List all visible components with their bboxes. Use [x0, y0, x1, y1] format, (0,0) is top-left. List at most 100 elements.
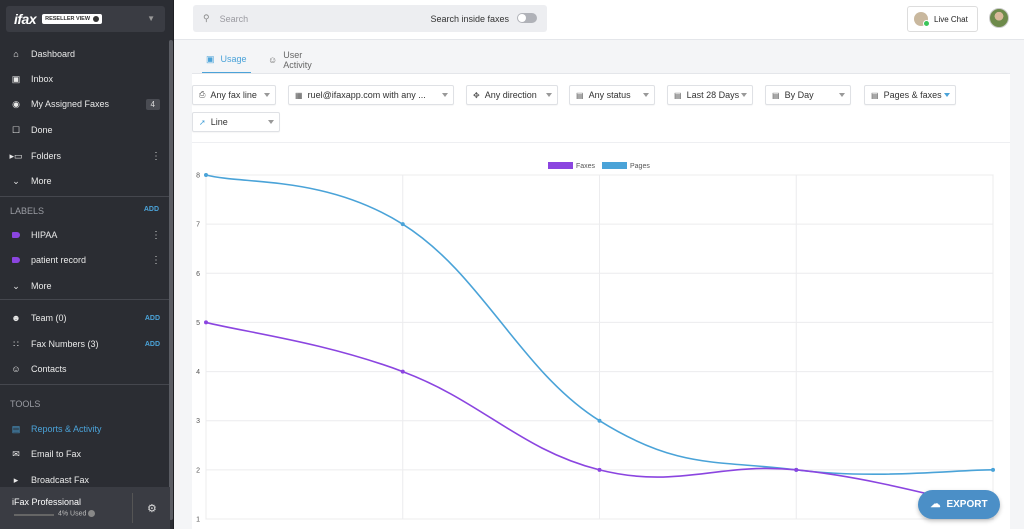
- y-tick-label: 4: [196, 369, 200, 376]
- sidebar-item-email-to-fax[interactable]: ✉ Email to Fax: [0, 443, 170, 465]
- tab-label: User Activity: [283, 50, 312, 70]
- usage-panel: ⎙ Any fax line ▦ ruel@ifaxapp.com with a…: [192, 73, 1010, 529]
- sidebar-item-my-assigned-faxes[interactable]: ◉ My Assigned Faxes 4: [0, 93, 170, 115]
- sidebar-item-fax-numbers[interactable]: ∷ Fax Numbers (3) ADD: [0, 333, 170, 355]
- user-avatar[interactable]: [989, 8, 1009, 28]
- sidebar-item-more[interactable]: ⌄ More: [0, 170, 170, 192]
- sidebar-item-label: Done: [31, 125, 53, 135]
- sidebar-item-label: patient record: [31, 255, 87, 265]
- search-box[interactable]: ⚲ Search Search inside faxes: [193, 5, 547, 32]
- sidebar-item-inbox[interactable]: ▣ Inbox: [0, 68, 170, 90]
- tab-usage[interactable]: ▣ Usage: [202, 46, 251, 74]
- sidebar-item-done[interactable]: ☐ Done: [0, 119, 170, 141]
- filter-label: By Day: [784, 90, 814, 100]
- sidebar-item-label-patient-record[interactable]: patient record ⋮: [0, 249, 170, 271]
- tab-user-activity[interactable]: ☺ User Activity: [268, 46, 312, 74]
- sidebar-item-label: Inbox: [31, 74, 54, 84]
- sidebar-item-label-hipaa[interactable]: HIPAA ⋮: [0, 224, 170, 246]
- data-point-pages: [400, 222, 405, 227]
- filter-label: Last 28 Days: [686, 90, 740, 100]
- metric-filter[interactable]: ▤ Pages & faxes: [864, 85, 956, 105]
- add-fax-number-button[interactable]: ADD: [144, 340, 160, 348]
- y-tick-label: 2: [196, 467, 200, 474]
- add-team-button[interactable]: ADD: [144, 314, 160, 322]
- status-icon: ▤: [576, 90, 584, 100]
- grid-icon: ▦: [295, 90, 303, 100]
- broadcast-icon: ▸: [13, 474, 19, 485]
- export-button[interactable]: ☁ EXPORT: [918, 490, 1000, 519]
- chart-type-filter[interactable]: ➚ Line: [192, 112, 280, 132]
- y-tick-label: 1: [196, 517, 200, 524]
- data-point-faxes: [597, 467, 602, 472]
- data-point-pages: [991, 467, 995, 472]
- cloud-upload-icon: ☁: [930, 499, 941, 510]
- toggle-knob-icon: [93, 16, 100, 22]
- sidebar-item-broadcast-fax[interactable]: ▸ Broadcast Fax: [0, 469, 170, 491]
- sidebar-item-contacts[interactable]: ☺ Contacts: [0, 358, 170, 380]
- sidebar-item-label: More: [31, 281, 52, 291]
- y-tick-label: 7: [196, 222, 200, 229]
- divider: [0, 299, 170, 300]
- folders-menu-icon[interactable]: ⋮: [151, 150, 161, 162]
- date-range-filter[interactable]: ▤ Last 28 Days: [667, 85, 753, 105]
- sidebar: ifax RESELLER VIEW ▼ ⌂ Dashboard ▣ Inbox…: [0, 0, 174, 529]
- sidebar-item-reports-activity[interactable]: ▤ Reports & Activity: [0, 418, 170, 440]
- calendar-icon: ▤: [674, 90, 682, 100]
- y-tick-label: 3: [196, 418, 200, 425]
- fax-line-filter[interactable]: ⎙ Any fax line: [192, 85, 276, 105]
- live-chat-label: Live Chat: [934, 14, 968, 24]
- label-menu-icon[interactable]: ⋮: [151, 254, 161, 266]
- sidebar-item-team[interactable]: ☻ Team (0) ADD: [0, 307, 170, 329]
- user-filter[interactable]: ▦ ruel@ifaxapp.com with any ...: [288, 85, 454, 105]
- add-label-button[interactable]: ADD: [143, 206, 159, 213]
- divider: [0, 384, 170, 385]
- fax-icon: ⎙: [199, 90, 206, 99]
- legend-swatch-pages: [602, 162, 627, 169]
- sidebar-item-label: Dashboard: [31, 49, 76, 59]
- data-point-faxes: [400, 369, 405, 374]
- folder-icon: ▸▭: [9, 150, 23, 161]
- live-chat-button[interactable]: Live Chat: [907, 6, 978, 32]
- sidebar-item-dashboard[interactable]: ⌂ Dashboard: [0, 43, 170, 65]
- grouping-filter[interactable]: ▤ By Day: [765, 85, 851, 105]
- usage-text: 4% Used: [58, 510, 96, 517]
- divider: [0, 196, 170, 197]
- status-filter[interactable]: ▤ Any status: [569, 85, 655, 105]
- label-tag-icon: [10, 254, 22, 266]
- sidebar-item-label: Folders: [31, 151, 62, 161]
- search-inside-toggle[interactable]: [517, 13, 537, 23]
- sidebar-item-label: Email to Fax: [31, 449, 82, 459]
- account-switcher[interactable]: ifax RESELLER VIEW ▼: [6, 6, 165, 32]
- y-tick-label: 6: [196, 271, 200, 278]
- usage-chart: 8 7 6 5 4 3 2 1 Faxes Pages: [196, 162, 995, 524]
- filter-label: Line: [210, 117, 228, 127]
- y-tick-label: 8: [196, 173, 200, 180]
- label-menu-icon[interactable]: ⋮: [151, 229, 161, 241]
- chevron-down-icon[interactable]: ▼: [147, 14, 155, 23]
- sidebar-scrollbar[interactable]: [169, 40, 173, 520]
- filter-label: Pages & faxes: [883, 90, 942, 100]
- main-content: ⚲ Search Search inside faxes Live Chat ▣…: [174, 0, 1024, 529]
- search-input[interactable]: Search: [219, 13, 249, 24]
- reseller-view-toggle[interactable]: RESELLER VIEW: [42, 14, 103, 24]
- assigned-count-badge: 4: [145, 98, 160, 110]
- sidebar-item-folders[interactable]: ▸▭ Folders ⋮: [0, 145, 170, 167]
- direction-filter[interactable]: ✥ Any direction: [466, 85, 558, 105]
- chevron-down-icon: ⌄: [12, 175, 20, 186]
- ifax-logo: ifax: [14, 11, 37, 27]
- divider: [192, 142, 1010, 143]
- filter-label: Any fax line: [210, 90, 257, 100]
- gear-icon[interactable]: ⚙: [147, 503, 157, 515]
- legend-label-faxes: Faxes: [576, 163, 596, 170]
- sidebar-item-labels-more[interactable]: ⌄ More: [0, 275, 170, 297]
- data-point-faxes: [204, 320, 208, 325]
- team-icon: ☻: [11, 313, 21, 323]
- label-tag-icon: [10, 229, 22, 241]
- top-bar: ⚲ Search Search inside faxes Live Chat: [174, 0, 1024, 40]
- legend-label-pages: Pages: [630, 163, 650, 170]
- tools-heading: TOOLS: [10, 399, 41, 409]
- info-icon: [88, 510, 96, 517]
- export-label: EXPORT: [946, 499, 988, 510]
- filter-label: Any status: [588, 90, 631, 100]
- sidebar-item-label: My Assigned Faxes: [31, 99, 110, 109]
